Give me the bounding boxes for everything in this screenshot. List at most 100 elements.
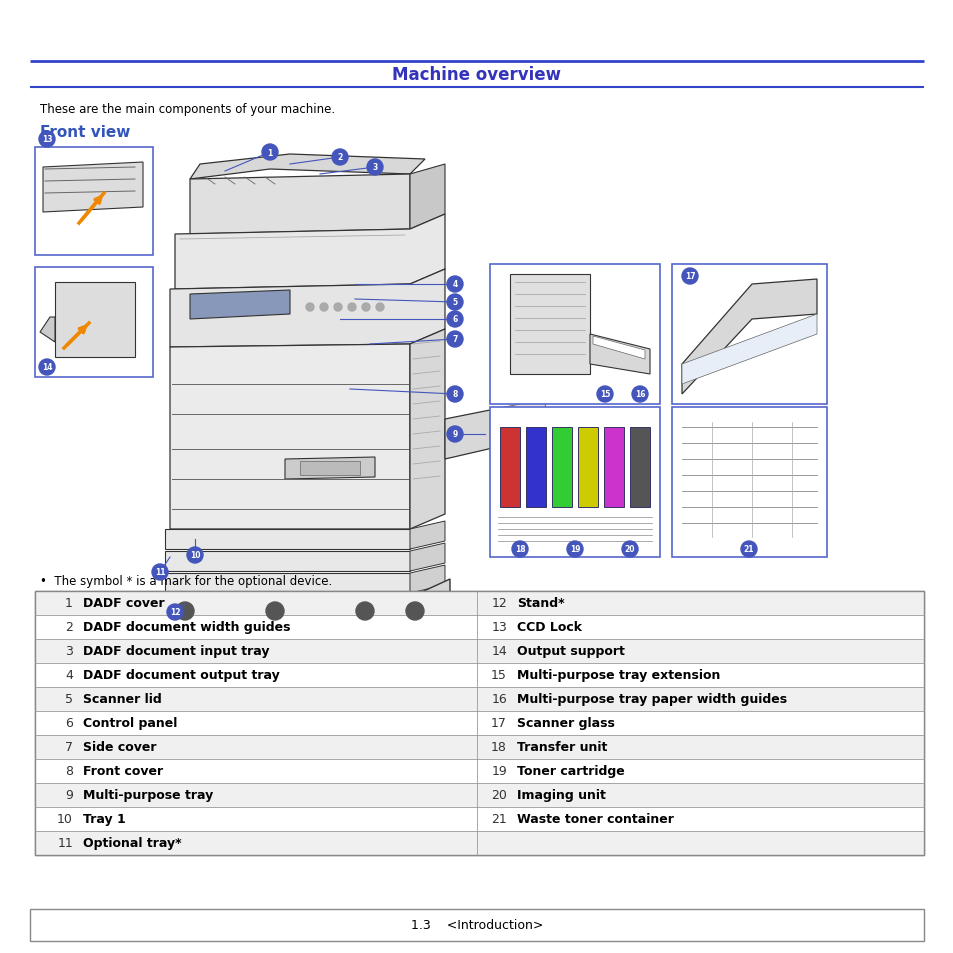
Bar [490, 408, 659, 558]
Text: 11: 11 [154, 568, 165, 577]
Circle shape [39, 359, 55, 375]
Text: DADF document width guides: DADF document width guides [83, 620, 291, 634]
Circle shape [447, 312, 462, 328]
Bar [35, 783, 923, 807]
Text: 4: 4 [452, 280, 457, 289]
Text: 19: 19 [569, 545, 579, 554]
Circle shape [334, 304, 341, 312]
Text: 1.3    <Introduction>: 1.3 <Introduction> [411, 919, 542, 931]
Text: Optional tray*: Optional tray* [83, 837, 181, 850]
Text: 2: 2 [337, 153, 342, 162]
Bar [578, 428, 598, 507]
Polygon shape [190, 291, 290, 319]
Circle shape [187, 547, 203, 563]
Polygon shape [410, 543, 444, 572]
Bar [629, 428, 649, 507]
Bar [299, 461, 359, 476]
Circle shape [447, 332, 462, 348]
Bar [603, 428, 623, 507]
Polygon shape [170, 270, 444, 348]
Text: Imaging unit: Imaging unit [517, 789, 605, 801]
Text: 9: 9 [65, 789, 73, 801]
Circle shape [566, 541, 582, 558]
Circle shape [621, 541, 638, 558]
Bar [35, 760, 923, 783]
Bar [30, 909, 923, 941]
Text: CCD Lock: CCD Lock [517, 620, 581, 634]
Text: 15: 15 [491, 669, 506, 681]
Polygon shape [510, 274, 589, 375]
Circle shape [306, 304, 314, 312]
Polygon shape [165, 574, 410, 594]
Bar [552, 428, 572, 507]
Polygon shape [504, 399, 546, 444]
Polygon shape [43, 163, 143, 213]
Circle shape [262, 145, 277, 161]
Circle shape [266, 602, 284, 620]
Text: DADF document output tray: DADF document output tray [83, 669, 279, 681]
Circle shape [447, 276, 462, 293]
Text: Output support: Output support [517, 645, 624, 658]
Bar [35, 663, 923, 687]
Bar [35, 268, 152, 377]
Bar [490, 265, 659, 405]
Bar [35, 616, 923, 639]
Bar [35, 807, 923, 831]
Bar [35, 148, 152, 255]
Text: Machine overview: Machine overview [392, 66, 561, 84]
Text: 20: 20 [624, 545, 635, 554]
Text: DADF cover: DADF cover [83, 597, 165, 610]
Text: 2: 2 [65, 620, 73, 634]
Circle shape [447, 294, 462, 311]
Polygon shape [170, 345, 410, 530]
Bar [35, 592, 923, 855]
Circle shape [375, 304, 384, 312]
Text: Scanner glass: Scanner glass [517, 717, 615, 730]
Text: 18: 18 [491, 740, 506, 754]
Text: 11: 11 [57, 837, 73, 850]
Polygon shape [681, 314, 816, 385]
Circle shape [406, 602, 423, 620]
Text: 8: 8 [452, 390, 457, 399]
Text: Waste toner container: Waste toner container [517, 813, 673, 825]
Text: 17: 17 [684, 273, 695, 281]
Text: DADF document input tray: DADF document input tray [83, 645, 269, 658]
Text: 6: 6 [65, 717, 73, 730]
Polygon shape [410, 521, 444, 550]
Text: 6: 6 [452, 315, 457, 324]
Circle shape [512, 541, 527, 558]
Text: These are the main components of your machine.: These are the main components of your ma… [40, 103, 335, 116]
Text: 9: 9 [452, 430, 457, 439]
Text: Side cover: Side cover [83, 740, 156, 754]
Polygon shape [55, 283, 135, 357]
Circle shape [447, 387, 462, 402]
Circle shape [175, 602, 193, 620]
Text: 21: 21 [491, 813, 506, 825]
Text: 16: 16 [491, 693, 506, 706]
Text: Transfer unit: Transfer unit [517, 740, 607, 754]
Circle shape [361, 304, 370, 312]
Text: Toner cartridge: Toner cartridge [517, 764, 624, 778]
Text: 13: 13 [491, 620, 506, 634]
Circle shape [367, 160, 382, 175]
Circle shape [447, 427, 462, 442]
Text: Control panel: Control panel [83, 717, 177, 730]
Text: 10: 10 [57, 813, 73, 825]
Text: 3: 3 [65, 645, 73, 658]
Polygon shape [681, 280, 816, 395]
Circle shape [167, 604, 183, 620]
Circle shape [152, 564, 168, 580]
Text: 7: 7 [452, 335, 457, 344]
Polygon shape [410, 330, 444, 530]
Text: 14: 14 [491, 645, 506, 658]
Text: •  The symbol * is a mark for the optional device.: • The symbol * is a mark for the optiona… [40, 575, 332, 587]
Circle shape [348, 304, 355, 312]
Text: Multi-purpose tray extension: Multi-purpose tray extension [517, 669, 720, 681]
Text: 1: 1 [65, 597, 73, 610]
Bar [499, 428, 519, 507]
Circle shape [597, 387, 613, 402]
Bar [671, 265, 826, 405]
Text: 8: 8 [65, 764, 73, 778]
Text: 20: 20 [491, 789, 506, 801]
Text: 7: 7 [65, 740, 73, 754]
